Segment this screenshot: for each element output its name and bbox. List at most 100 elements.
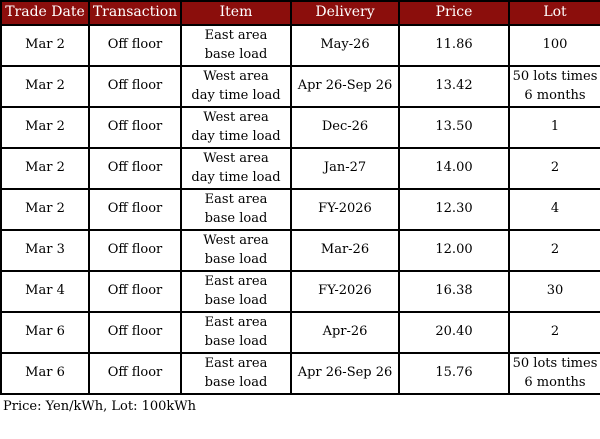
cell-delivery: FY-2026 (290, 270, 400, 313)
cell-item: East area base load (180, 352, 292, 395)
lot-line-1: 2 (550, 160, 560, 176)
cell-lot: 50 lots times 6 months (508, 65, 600, 108)
cell-delivery: Mar-26 (290, 229, 400, 272)
item-line-2: base load (204, 333, 268, 349)
item-line-2: day time load (191, 128, 281, 144)
cell-delivery: May-26 (290, 24, 400, 67)
cell-price: 13.42 (398, 65, 510, 108)
lot-line-1: 1 (550, 119, 560, 135)
lot-line-1: 50 lots times (512, 355, 598, 371)
item-line-2: base load (204, 292, 268, 308)
item-line-1: West area (203, 109, 269, 125)
lot-line-1: 50 lots times (512, 68, 598, 84)
cell-lot: 1 (508, 106, 600, 149)
header-cell-item: Item (180, 0, 292, 26)
item-line-2: base load (204, 210, 268, 226)
cell-delivery: FY-2026 (290, 188, 400, 231)
item-line-2: base load (204, 251, 268, 267)
header-row: Trade Date Transaction Item Delivery Pri… (0, 0, 600, 26)
header-cell-delivery: Delivery (290, 0, 400, 26)
item-line-1: East area (204, 355, 268, 371)
cell-trade-date: Mar 2 (0, 65, 90, 108)
lot-line-1: 30 (546, 283, 564, 299)
table-row: Mar 6 Off floor East area base load Apr 2… (0, 352, 600, 395)
cell-transaction: Off floor (88, 311, 182, 354)
table-row: Mar 2 Off floor East area base load May-2… (0, 24, 600, 67)
item-line-1: East area (204, 27, 268, 43)
item-line-1: West area (203, 68, 269, 84)
cell-trade-date: Mar 2 (0, 106, 90, 149)
table-row: Mar 3 Off floor West area base load Mar-2… (0, 229, 600, 272)
item-line-1: East area (204, 273, 268, 289)
item-line-1: East area (204, 191, 268, 207)
item-line-1: East area (204, 314, 268, 330)
item-line-1: West area (203, 232, 269, 248)
item-line-2: day time load (191, 87, 281, 103)
cell-lot: 30 (508, 270, 600, 313)
lot-line-1: 2 (550, 324, 560, 340)
cell-item: West area day time load (180, 106, 292, 149)
cell-lot: 2 (508, 147, 600, 190)
cell-delivery: Apr-26 (290, 311, 400, 354)
cell-item: East area base load (180, 188, 292, 231)
cell-lot: 4 (508, 188, 600, 231)
cell-price: 11.86 (398, 24, 510, 67)
lot-line-2: 6 months (524, 374, 586, 390)
cell-item: East area base load (180, 270, 292, 313)
cell-lot: 2 (508, 229, 600, 272)
cell-price: 15.76 (398, 352, 510, 395)
units-footnote: Price: Yen/kWh, Lot: 100kWh (3, 399, 197, 414)
table-row: Mar 2 Off floor West area day time load J… (0, 147, 600, 190)
cell-transaction: Off floor (88, 188, 182, 231)
cell-price: 13.50 (398, 106, 510, 149)
cell-price: 20.40 (398, 311, 510, 354)
table-header: Trade Date Transaction Item Delivery Pri… (0, 0, 600, 26)
cell-trade-date: Mar 6 (0, 311, 90, 354)
cell-item: West area base load (180, 229, 292, 272)
cell-trade-date: Mar 4 (0, 270, 90, 313)
cell-item: West area day time load (180, 147, 292, 190)
header-cell-price: Price (398, 0, 510, 26)
cell-trade-date: Mar 3 (0, 229, 90, 272)
lot-line-1: 2 (550, 242, 560, 258)
cell-price: 12.00 (398, 229, 510, 272)
item-line-2: day time load (191, 169, 281, 185)
cell-transaction: Off floor (88, 65, 182, 108)
cell-lot: 50 lots times 6 months (508, 352, 600, 395)
cell-lot: 2 (508, 311, 600, 354)
table-row: Mar 2 Off floor East area base load FY-20… (0, 188, 600, 231)
cell-trade-date: Mar 6 (0, 352, 90, 395)
trades-table: Trade Date Transaction Item Delivery Pri… (0, 0, 600, 395)
cell-transaction: Off floor (88, 270, 182, 313)
cell-transaction: Off floor (88, 24, 182, 67)
cell-transaction: Off floor (88, 147, 182, 190)
cell-item: West area day time load (180, 65, 292, 108)
cell-transaction: Off floor (88, 106, 182, 149)
cell-delivery: Jan-27 (290, 147, 400, 190)
header-cell-transaction: Transaction (88, 0, 182, 26)
table-row: Mar 2 Off floor West area day time load D… (0, 106, 600, 149)
cell-trade-date: Mar 2 (0, 24, 90, 67)
cell-price: 16.38 (398, 270, 510, 313)
cell-price: 12.30 (398, 188, 510, 231)
cell-lot: 100 (508, 24, 600, 67)
header-cell-trade-date: Trade Date (0, 0, 90, 26)
lot-line-1: 100 (542, 37, 568, 53)
item-line-2: base load (204, 46, 268, 62)
cell-delivery: Apr 26-Sep 26 (290, 352, 400, 395)
cell-price: 14.00 (398, 147, 510, 190)
cell-transaction: Off floor (88, 229, 182, 272)
table-body: Mar 2 Off floor East area base load May-2… (0, 24, 600, 395)
item-line-1: West area (203, 150, 269, 166)
cell-trade-date: Mar 2 (0, 147, 90, 190)
cell-delivery: Apr 26-Sep 26 (290, 65, 400, 108)
cell-delivery: Dec-26 (290, 106, 400, 149)
table-row: Mar 2 Off floor West area day time load A… (0, 65, 600, 108)
cell-item: East area base load (180, 24, 292, 67)
item-line-2: base load (204, 374, 268, 390)
cell-trade-date: Mar 2 (0, 188, 90, 231)
lot-line-1: 4 (550, 201, 560, 217)
cell-item: East area base load (180, 311, 292, 354)
lot-line-2: 6 months (524, 87, 586, 103)
